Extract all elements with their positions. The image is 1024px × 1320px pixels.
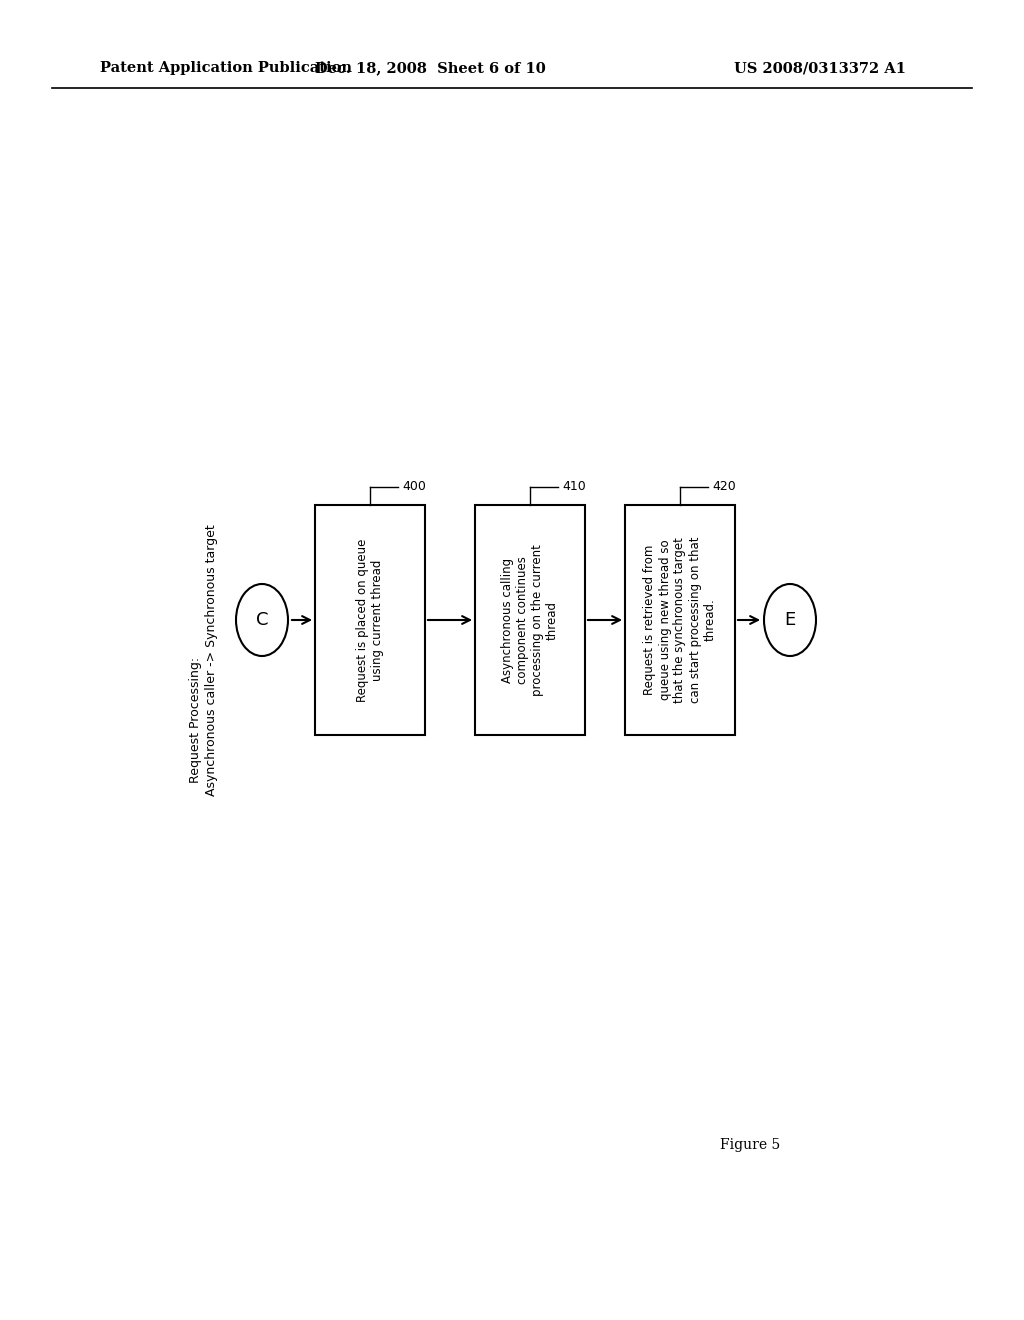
Text: Figure 5: Figure 5 bbox=[720, 1138, 780, 1152]
Text: C: C bbox=[256, 611, 268, 630]
Text: 420: 420 bbox=[712, 480, 736, 494]
Text: Patent Application Publication: Patent Application Publication bbox=[100, 61, 352, 75]
Text: Request is placed on queue
using current thread: Request is placed on queue using current… bbox=[356, 539, 384, 702]
Bar bbox=[475, 506, 585, 735]
Text: Dec. 18, 2008  Sheet 6 of 10: Dec. 18, 2008 Sheet 6 of 10 bbox=[314, 61, 546, 75]
Text: US 2008/0313372 A1: US 2008/0313372 A1 bbox=[734, 61, 906, 75]
Ellipse shape bbox=[236, 583, 288, 656]
Text: Request is retrieved from
queue using new thread so
that the synchronous target
: Request is retrieved from queue using ne… bbox=[643, 537, 717, 704]
Text: 410: 410 bbox=[562, 480, 586, 494]
Text: Asynchronous caller -> Synchronous target: Asynchronous caller -> Synchronous targe… bbox=[206, 524, 218, 796]
Text: E: E bbox=[784, 611, 796, 630]
Bar bbox=[315, 506, 425, 735]
Ellipse shape bbox=[764, 583, 816, 656]
Text: 400: 400 bbox=[402, 480, 426, 494]
Bar bbox=[625, 506, 735, 735]
Text: Asynchronous calling
component continues
processing on the current
thread: Asynchronous calling component continues… bbox=[501, 544, 559, 696]
Text: Request Processing:: Request Processing: bbox=[188, 657, 202, 783]
